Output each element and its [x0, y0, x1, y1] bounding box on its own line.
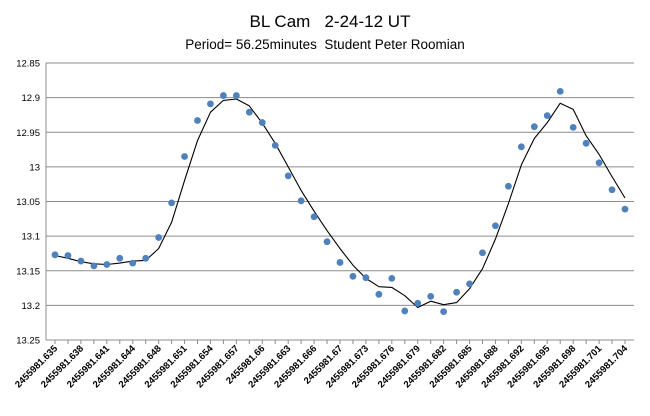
data-point — [401, 307, 409, 315]
y-tick-label: 12.95 — [16, 128, 40, 139]
y-tick-label: 13.25 — [16, 336, 40, 347]
data-point — [621, 205, 629, 213]
data-point — [414, 299, 422, 307]
data-point — [608, 186, 616, 194]
data-point — [155, 234, 163, 241]
y-tick-label: 13.2 — [22, 301, 41, 312]
data-point — [323, 238, 331, 246]
data-point — [349, 272, 357, 280]
chart-title: BL Cam 2-24-12 UT — [250, 12, 411, 31]
data-point — [375, 290, 383, 298]
y-tick-label: 12.9 — [22, 93, 41, 104]
data-point — [51, 251, 59, 259]
chart-subtitle: Period= 56.25minutes Student Peter Roomi… — [185, 37, 465, 52]
data-point — [232, 92, 240, 99]
data-point — [220, 92, 227, 99]
data-point — [569, 124, 577, 131]
y-tick-label: 12.85 — [16, 59, 40, 70]
y-tick-label: 13 — [29, 162, 40, 173]
data-point — [245, 108, 253, 116]
data-point — [77, 257, 85, 265]
fit-line — [54, 98, 626, 309]
data-point — [505, 182, 512, 190]
data-point — [582, 139, 590, 147]
data-point — [466, 280, 473, 288]
data-point — [492, 222, 499, 230]
data-point — [207, 100, 214, 108]
point-layer — [51, 87, 629, 316]
data-point — [194, 117, 201, 124]
data-point — [284, 172, 292, 180]
data-point — [479, 249, 486, 257]
data-point — [556, 87, 564, 95]
y-tick-label: 13.1 — [22, 232, 41, 243]
data-point — [271, 142, 279, 149]
data-point — [129, 259, 137, 267]
y-tick-label: 13.15 — [16, 266, 40, 277]
data-point — [310, 213, 318, 221]
data-point — [362, 274, 370, 282]
data-point — [116, 254, 124, 262]
data-point — [453, 288, 460, 296]
data-point — [142, 254, 150, 262]
data-point — [336, 259, 344, 266]
data-point — [64, 252, 72, 259]
data-point — [103, 261, 111, 268]
data-point — [427, 292, 435, 300]
y-tick-labels: 12.85 12.9 12.95 13 13.05 13.1 13.15 13.2 13.25 — [16, 59, 40, 347]
data-point — [297, 197, 305, 205]
data-point — [168, 199, 175, 207]
data-point — [388, 274, 396, 282]
line-layer — [54, 98, 626, 309]
data-point — [90, 262, 98, 270]
data-point — [181, 153, 188, 160]
data-point — [258, 119, 266, 126]
data-point — [517, 143, 525, 151]
data-point — [543, 112, 551, 120]
data-point — [530, 123, 538, 131]
data-point — [595, 159, 603, 167]
y-tick-label: 13.05 — [16, 197, 40, 208]
axis-layer — [45, 63, 634, 344]
data-point — [440, 308, 448, 316]
